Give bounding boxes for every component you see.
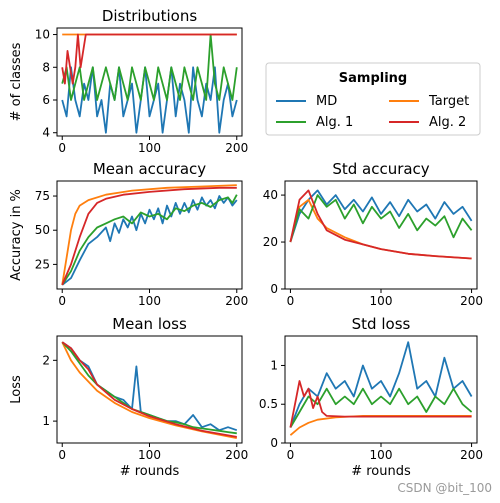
chart-title: Distributions <box>102 7 198 25</box>
panel-mean-accuracy: 0 100 200 25 50 75 Mean accuracy Accuracy in % <box>9 160 248 308</box>
series-line-alg-1 <box>61 341 237 435</box>
y-tick-label: 6 <box>42 93 50 107</box>
legend-item: Alg. 2 <box>389 115 466 130</box>
series-line-md <box>61 66 238 134</box>
axes-frame <box>284 335 478 444</box>
legend-item: Target <box>389 94 469 109</box>
legend-label: Alg. 1 <box>316 115 353 130</box>
legend-title: Sampling <box>339 71 407 86</box>
x-axis-label: # rounds <box>120 464 180 479</box>
y-axis-label: Loss <box>9 375 24 404</box>
y-tick-label: 75 <box>35 189 50 203</box>
y-tick-label: 40 <box>263 188 278 202</box>
x-tick-label: 100 <box>138 448 161 462</box>
y-tick-label: 4 <box>42 126 50 140</box>
series-line-alg-2 <box>61 341 237 438</box>
series-group <box>61 341 238 439</box>
x-tick-label: 0 <box>58 294 66 308</box>
y-tick-label: 0.5 <box>259 397 278 411</box>
series-line-alg-1 <box>61 194 238 286</box>
panel-distributions: 0 100 200 4 6 8 10 Distributions # of classes <box>9 7 248 155</box>
y-tick-label: 1 <box>270 358 278 372</box>
y-axis-label: Accuracy in % <box>9 189 24 281</box>
y-tick-label: 20 <box>263 235 278 249</box>
x-tick-label: 200 <box>225 294 248 308</box>
legend-label: Alg. 2 <box>429 115 466 130</box>
legend-item: Alg. 1 <box>276 115 353 130</box>
y-axis-label: # of classes <box>9 42 24 121</box>
series-line-alg-1 <box>289 194 473 243</box>
legend-label: MD <box>316 94 337 109</box>
x-tick-label: 100 <box>370 294 393 308</box>
series-group <box>289 341 473 436</box>
axes-frame <box>284 180 478 290</box>
x-tick-label: 0 <box>287 448 295 462</box>
legend-item: MD <box>276 94 337 109</box>
x-tick-label: 200 <box>225 141 248 155</box>
series-group <box>61 33 238 134</box>
panel-std-accuracy: 0 100 200 0 20 40 Std accuracy <box>263 160 483 308</box>
series-line-alg-1 <box>61 33 238 101</box>
series-line-alg-2 <box>289 189 472 260</box>
x-tick-label: 0 <box>58 448 66 462</box>
y-tick-label: 8 <box>42 60 50 74</box>
chart-title: Mean accuracy <box>93 160 206 178</box>
x-tick-label: 200 <box>460 448 483 462</box>
watermark: CSDN @bit_100 <box>397 481 492 495</box>
series-line-target <box>61 184 237 286</box>
y-tick-label: 2 <box>42 353 50 367</box>
y-tick-label: 1 <box>42 414 50 428</box>
chart-title: Mean loss <box>112 315 187 333</box>
x-tick-label: 100 <box>138 141 161 155</box>
series-line-alg-1 <box>289 387 473 428</box>
panel-mean-loss: 0 100 200 1 2 Mean loss # rounds Loss <box>9 315 248 479</box>
legend-label: Target <box>428 94 469 109</box>
panel-std-loss: 0 100 200 0 0.5 1 Std loss # rounds <box>259 315 483 479</box>
series-group <box>289 189 473 260</box>
x-tick-label: 200 <box>460 294 483 308</box>
series-line-alg-2 <box>61 33 237 85</box>
series-line-md <box>61 195 238 286</box>
series-line-md <box>289 341 473 428</box>
series-line-target <box>289 415 472 436</box>
x-axis-label: # rounds <box>351 464 411 479</box>
chart-title: Std loss <box>352 315 411 333</box>
series-line-alg-2 <box>289 380 472 428</box>
x-tick-label: 0 <box>58 141 66 155</box>
series-group <box>61 184 238 286</box>
y-tick-label: 0 <box>270 282 278 296</box>
series-line-md <box>289 189 473 243</box>
y-tick-label: 0 <box>270 436 278 450</box>
x-tick-label: 0 <box>287 294 295 308</box>
legend-box <box>265 62 481 136</box>
chart-title: Std accuracy <box>332 160 429 178</box>
x-tick-label: 100 <box>370 448 393 462</box>
x-tick-label: 200 <box>225 448 248 462</box>
series-line-alg-2 <box>61 186 237 286</box>
y-tick-label: 50 <box>35 223 50 237</box>
y-tick-label: 10 <box>35 28 50 42</box>
y-tick-label: 25 <box>35 257 50 271</box>
axes-frame <box>56 180 243 290</box>
x-tick-label: 100 <box>138 294 161 308</box>
